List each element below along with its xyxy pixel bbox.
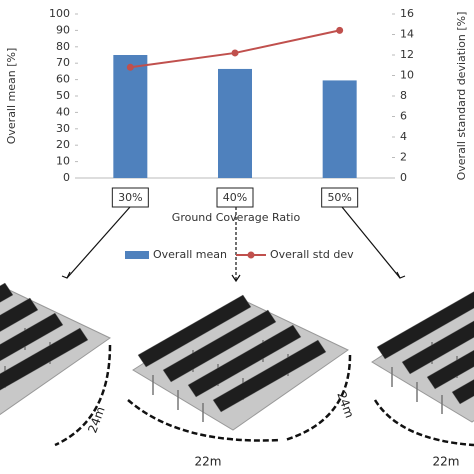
category-box [111,187,149,208]
y2-tick-label: 6 [400,110,407,123]
y-tick-label: 20 [56,138,70,151]
bar [218,68,252,178]
x-tick-label: 40% [223,191,247,204]
bar [322,80,357,178]
array-illustration [0,282,111,419]
dimension-curve [284,354,352,442]
y-tick-label: 40 [56,105,70,118]
y2-tick-label: 2 [400,151,407,164]
x-axis-title: Ground Coverage Ratio [172,211,301,224]
legend-label: Overall std dev [270,248,354,261]
x-tick-label: 30% [118,191,142,204]
arrow-head [396,271,406,279]
category-box [321,187,359,208]
y-tick-label: 30 [56,122,70,135]
y2-tick-label: 10 [400,69,414,82]
y-axis-title: Overall mean [%] [5,48,18,145]
line-marker [336,26,344,34]
y-tick-label: 60 [56,73,70,86]
y2-tick-label: 12 [400,48,414,61]
y2-tick-label: 16 [400,7,414,20]
y2-axis-title: Overall standard deviation [%] [455,12,468,181]
y-tick-label: 10 [56,155,70,168]
dimension-label: 24m [334,390,356,420]
x-tick-label: 50% [327,191,351,204]
array-illustration [132,294,349,431]
dimension-label: 24m [85,405,107,435]
array-illustration [371,286,474,423]
arrow [66,206,131,279]
line-marker [126,63,134,71]
arrow [341,206,401,279]
legend-swatch [247,251,255,259]
arrow-head [231,274,241,283]
legend-swatch [125,251,149,259]
y-tick-label: 80 [56,40,70,53]
dimension-label: 22m [433,455,460,469]
bar [113,55,148,178]
y-tick-label: 100 [49,7,70,20]
dimension-curve [373,399,474,447]
line [130,29,340,69]
legend-label: Overall mean [153,248,227,261]
dimension-curve [127,399,281,442]
y2-tick-label: 4 [400,130,407,143]
y-tick-label: 90 [56,23,70,36]
y2-tick-label: 8 [400,89,407,102]
dimension-label: 22m [195,455,222,469]
y2-tick-label: 0 [400,171,407,184]
arrow-head [61,271,71,279]
dimension-curve [54,344,112,447]
y2-tick-label: 14 [400,28,414,41]
category-box [216,187,254,208]
line-marker [231,49,239,57]
y-tick-label: 0 [63,171,70,184]
y-tick-label: 70 [56,56,70,69]
y-tick-label: 50 [56,89,70,102]
